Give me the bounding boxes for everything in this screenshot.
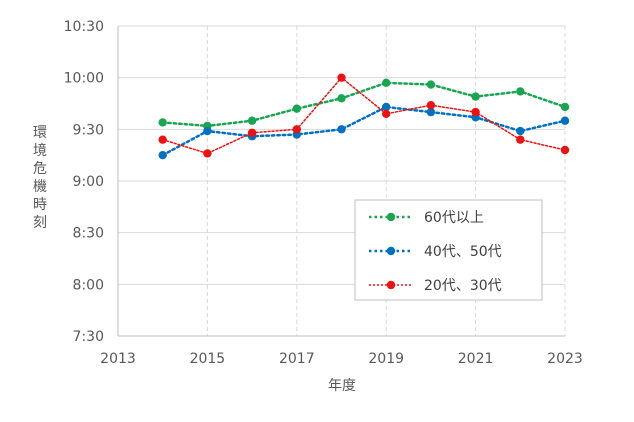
- series-line: [161, 105, 567, 157]
- x-axis-title: 年度: [328, 378, 356, 394]
- data-point: [158, 135, 167, 144]
- x-tick-label: 2017: [279, 351, 315, 367]
- x-tick-label: 2015: [190, 351, 226, 367]
- data-point: [292, 125, 301, 134]
- data-point: [471, 92, 480, 101]
- legend-label: 20代、30代: [424, 278, 502, 294]
- y-axis-title-char: 刻: [33, 215, 47, 231]
- legend-swatch-marker: [386, 280, 396, 290]
- data-point: [158, 150, 167, 160]
- y-tick-label: 8:30: [73, 226, 104, 242]
- x-tick-label: 2023: [547, 351, 583, 367]
- data-point: [516, 87, 525, 96]
- legend-swatch-marker: [386, 246, 396, 256]
- data-point: [426, 80, 436, 89]
- axes: [117, 26, 565, 337]
- y-tick-label: 7:30: [73, 329, 104, 345]
- data-point: [382, 78, 391, 88]
- data-point: [292, 104, 301, 113]
- data-point: [382, 102, 391, 112]
- data-point: [560, 102, 570, 112]
- x-tick-label: 2019: [368, 351, 404, 367]
- legend-swatch-marker: [386, 212, 396, 222]
- data-point: [337, 94, 346, 103]
- data-point: [560, 116, 570, 125]
- data-point: [247, 116, 257, 125]
- tick-labels: 7:30 8:00 8:30 9:00 9:30 10:00 10:30 2013 2015 20…: [64, 19, 583, 367]
- data-point: [382, 109, 391, 119]
- data-point: [516, 135, 525, 144]
- y-tick-label: 9:30: [73, 122, 104, 138]
- y-axis-title: 環境危機時刻: [33, 125, 47, 231]
- legend-label: 40代、50代: [424, 244, 502, 260]
- y-axis-title-char: 危: [33, 161, 47, 177]
- data-point: [426, 107, 436, 117]
- y-tick-label: 10:00: [64, 71, 104, 87]
- data-point: [247, 128, 257, 137]
- data-point: [203, 126, 212, 136]
- legend-label: 60代以上: [424, 210, 484, 226]
- y-axis-title-char: 時: [33, 197, 47, 213]
- data-point: [203, 149, 212, 158]
- data-point: [158, 118, 167, 127]
- y-axis-title-char: 機: [33, 179, 47, 195]
- series-lines: [158, 73, 570, 160]
- data-point: [337, 125, 346, 134]
- data-point: [426, 101, 436, 110]
- y-axis-title-char: 環: [33, 125, 47, 141]
- y-tick-label: 9:00: [73, 174, 104, 190]
- data-point: [471, 107, 480, 117]
- x-tick-label: 2013: [100, 351, 136, 367]
- y-tick-label: 8:00: [73, 277, 104, 293]
- x-tick-label: 2021: [458, 351, 494, 367]
- data-point: [337, 73, 346, 82]
- y-axis-title-char: 境: [33, 143, 47, 159]
- series-line: [161, 81, 567, 128]
- data-point: [560, 145, 570, 155]
- series-line: [161, 76, 566, 155]
- legend: 60代以上 40代、50代 20代、30代: [354, 199, 543, 301]
- data-point: [516, 126, 525, 136]
- y-tick-label: 10:30: [64, 19, 104, 35]
